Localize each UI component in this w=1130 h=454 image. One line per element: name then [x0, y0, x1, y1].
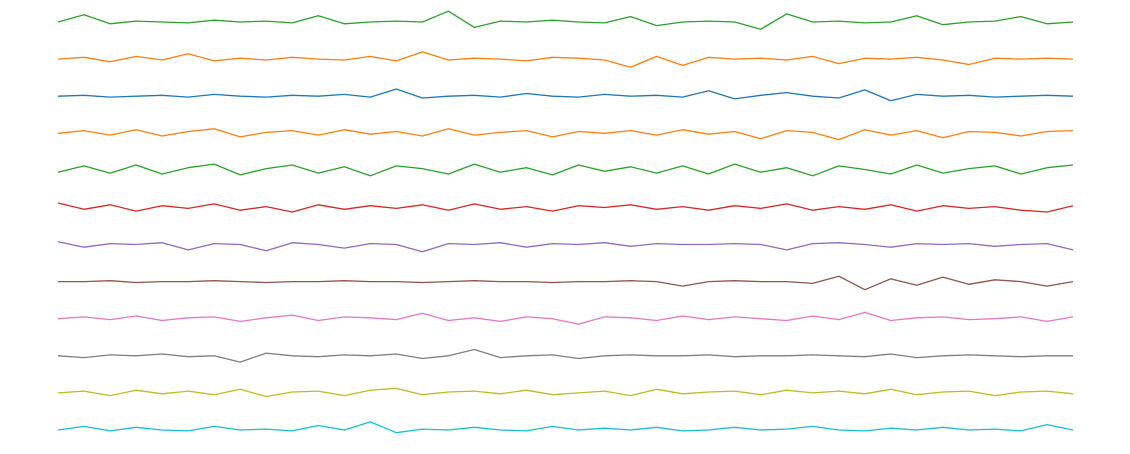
trace — [57, 311, 1074, 325]
trace — [57, 10, 1074, 30]
trace — [57, 51, 1074, 68]
trace — [57, 348, 1073, 363]
trace — [57, 128, 1074, 141]
trace — [57, 202, 1074, 213]
trace — [57, 421, 1074, 434]
trace — [57, 387, 1074, 398]
trace — [57, 241, 1074, 253]
trace — [58, 275, 1074, 291]
trace — [57, 88, 1074, 102]
trace — [57, 163, 1074, 177]
